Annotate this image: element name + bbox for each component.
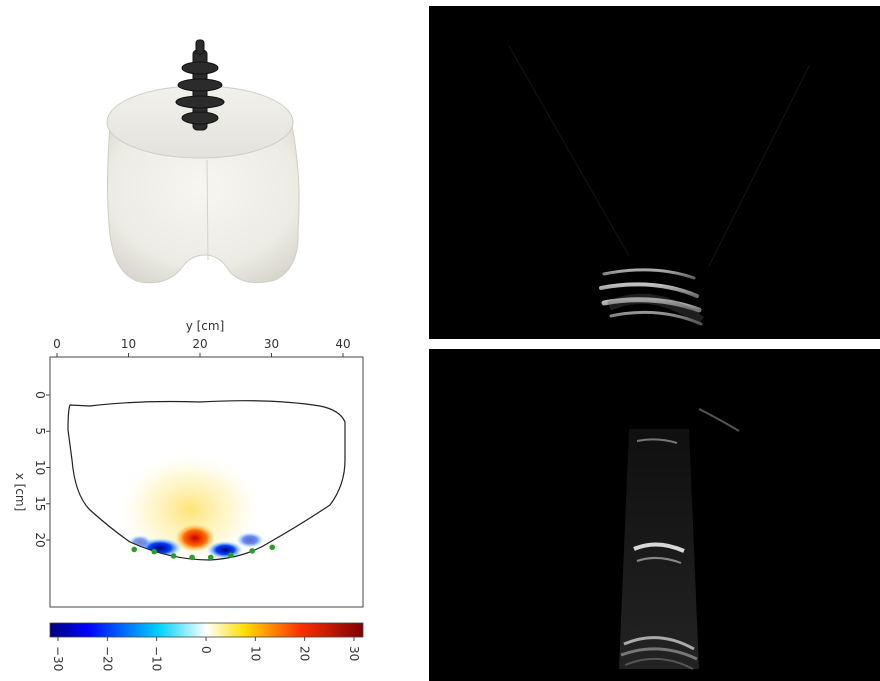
colorbar-tick-label: −30: [51, 646, 65, 671]
ultrasound-image-top: [429, 6, 880, 339]
left-axis-label: x [cm]: [13, 473, 27, 512]
left-tick-label: 0: [33, 391, 47, 399]
colorbar-tick-label: −20: [100, 646, 114, 671]
top-tick-label: 20: [192, 337, 207, 351]
domain-boundary: [67, 400, 346, 561]
sensor-point: [189, 554, 195, 561]
pressure-field: [115, 450, 265, 561]
colorbar: [49, 622, 364, 638]
sensor-point: [131, 546, 138, 553]
left-tick-label: 10: [33, 460, 47, 475]
sensor-point: [207, 554, 214, 561]
top-tick-label: 30: [264, 337, 279, 351]
top-axis-label: y [cm]: [186, 319, 225, 333]
top-tick-label: 0: [53, 337, 61, 351]
pressure-map-plot: y [cm] 0 10 20 30 40 0 5 10 15 20 x [cm] −30 −20−…: [0, 310, 415, 681]
phantom-photo: [80, 30, 340, 300]
colorbar-tick-label: 0: [199, 646, 213, 654]
top-tick-label: 10: [121, 337, 136, 351]
top-axis-ticks: 0 10 20 30 40: [53, 337, 351, 357]
sensor-point: [249, 548, 255, 554]
left-tick-label: 5: [33, 427, 47, 435]
left-tick-label: 20: [33, 532, 47, 547]
sensor-point: [269, 544, 276, 551]
colorbar-ticks: −30 −20 −10 0 10 20 30: [51, 637, 361, 671]
sensor-point: [151, 548, 158, 555]
colorbar-tick-label: 10: [248, 646, 262, 661]
colorbar-tick-label: 30: [347, 646, 361, 661]
colorbar-tick-label: 20: [298, 646, 312, 661]
ultrasound-image-bottom: [429, 349, 880, 681]
top-tick-label: 40: [335, 337, 350, 351]
sensor-points: [131, 544, 276, 561]
left-axis-ticks: 0 5 10 15 20: [33, 391, 50, 548]
left-tick-label: 15: [33, 496, 47, 511]
sensor-point: [227, 552, 234, 559]
colorbar-tick-label: −10: [150, 646, 164, 671]
sensor-point: [170, 553, 177, 559]
